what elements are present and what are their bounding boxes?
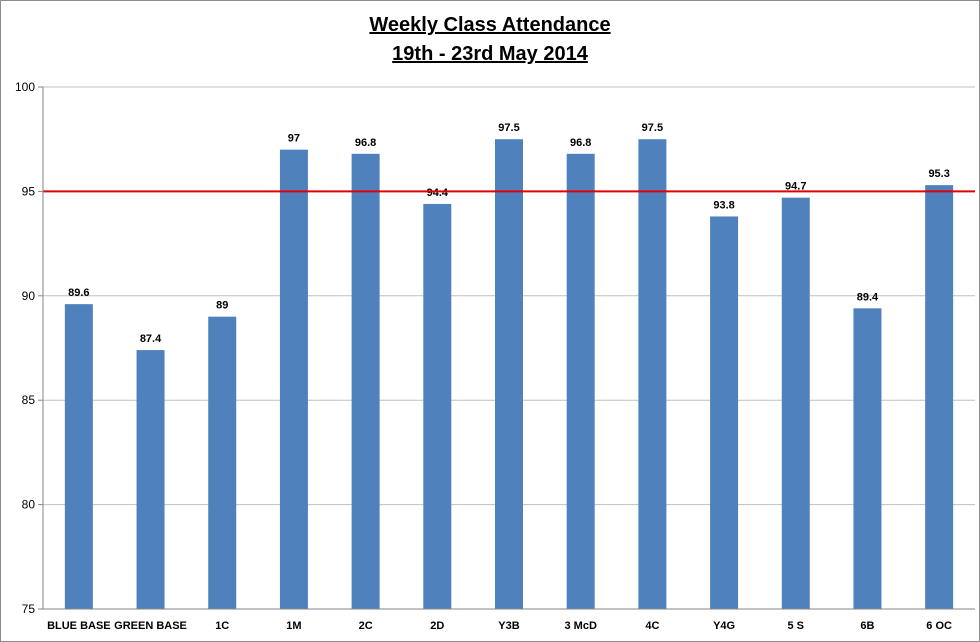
x-tick-label: BLUE BASE	[47, 620, 111, 632]
y-tick-label: 100	[15, 80, 35, 94]
data-label: 97.5	[642, 122, 663, 134]
bar	[925, 185, 954, 610]
data-label: 93.8	[713, 199, 734, 211]
x-tick-label: 6B	[860, 620, 874, 632]
x-tick-label: 3 McD	[564, 620, 596, 632]
data-label: 96.8	[355, 137, 376, 149]
bar-layer	[64, 139, 954, 610]
axis-layer: 75 80 85 90 95 100 BLUE BASE GREEN BASE 1C 1M 2C 2D…	[15, 80, 975, 632]
data-label: 89.6	[68, 287, 89, 299]
bar	[495, 139, 523, 609]
bar	[208, 316, 237, 609]
chart-subtitle: 19th - 23rd May 2014	[392, 43, 588, 65]
chart-title: Weekly Class Attendance	[369, 14, 611, 36]
bar	[64, 304, 93, 609]
bar	[853, 308, 882, 609]
bar	[423, 203, 452, 610]
bar	[566, 153, 595, 610]
data-label: 97.5	[498, 122, 519, 134]
y-tick-label: 95	[22, 184, 36, 198]
bar	[136, 350, 165, 609]
y-tick-label: 90	[22, 289, 36, 303]
x-tick-label: 5 S	[788, 620, 805, 632]
y-tick-label: 85	[22, 393, 36, 407]
value-label-layer: 89.6 87.4 89 97 96.8 94.4 97.5 96.8 97.5 93.8 94.7…	[43, 122, 975, 345]
y-tick-label: 80	[22, 498, 36, 512]
data-label: 96.8	[570, 137, 591, 149]
bar	[279, 149, 308, 609]
x-tick-label: Y3B	[498, 620, 519, 632]
bar	[710, 216, 739, 609]
data-label: 95.3	[928, 168, 949, 180]
data-label: 94.7	[785, 181, 806, 193]
bar	[351, 153, 380, 610]
data-label: 87.4	[140, 333, 162, 345]
data-label: 94.4	[427, 187, 449, 199]
x-tick-label: Y4G	[713, 620, 735, 632]
bar	[781, 197, 810, 609]
y-tick-label: 75	[22, 602, 36, 616]
x-tick-label: GREEN BASE	[114, 620, 187, 632]
x-tick-label: 4C	[645, 620, 659, 632]
x-tick-label: 2D	[430, 620, 444, 632]
x-tick-label: 2C	[359, 620, 373, 632]
data-label: 97	[288, 133, 300, 145]
bar	[638, 139, 667, 609]
x-tick-label: 1M	[286, 620, 301, 632]
data-label: 89	[216, 300, 228, 312]
x-tick-label: 6 OC	[926, 620, 952, 632]
data-label: 89.4	[857, 291, 879, 303]
x-tick-label: 1C	[215, 620, 229, 632]
